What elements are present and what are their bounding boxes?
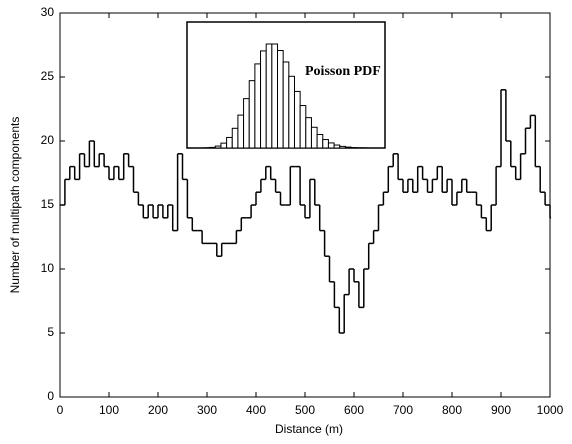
inset-bar [334,145,340,148]
y-tick-label: 20 [41,133,55,147]
y-tick-label: 10 [41,261,55,275]
inset-bar [317,134,323,148]
inset-bar [227,137,233,148]
inset-bar [283,62,289,148]
inset-bar [238,115,244,148]
x-tick-label: 200 [148,403,168,417]
inset-bar [294,91,300,148]
y-axis-label: Number of multipath components [8,117,22,294]
inset-bar [261,51,267,148]
y-tick-label: 15 [41,197,55,211]
x-tick-label: 1000 [537,403,564,417]
inset-bar [300,106,306,148]
x-axis-label: Distance (m) [275,422,343,436]
x-tick-label: 600 [344,403,364,417]
inset-bar [215,146,221,148]
inset-bar [249,81,255,148]
inset-bar [210,147,216,148]
x-tick-label: 700 [393,403,413,417]
inset-bar [221,143,227,148]
inset-bar [323,140,329,148]
y-tick-label: 30 [41,5,55,19]
y-tick-label: 5 [47,325,54,339]
inset-label: Poisson PDF [305,64,381,79]
x-tick-label: 0 [57,403,64,417]
inset-bar [244,99,250,148]
inset-bar [278,51,284,149]
inset-bar [311,127,317,148]
x-tick-label: 400 [246,403,266,417]
inset-bar [266,44,272,148]
inset-bar [255,64,261,148]
inset-bar [306,118,312,148]
x-tick-label: 800 [442,403,462,417]
x-tick-label: 100 [99,403,119,417]
inset-bar [345,147,351,148]
x-tick-label: 500 [295,403,315,417]
x-tick-label: 900 [491,403,511,417]
inset-bar [328,143,334,148]
y-tick-label: 0 [47,389,54,403]
y-tick-label: 25 [41,69,55,83]
inset-bar [232,128,238,148]
inset-bar [272,44,278,148]
inset-bar [289,76,295,148]
inset-bar [340,146,346,148]
x-tick-label: 300 [197,403,217,417]
